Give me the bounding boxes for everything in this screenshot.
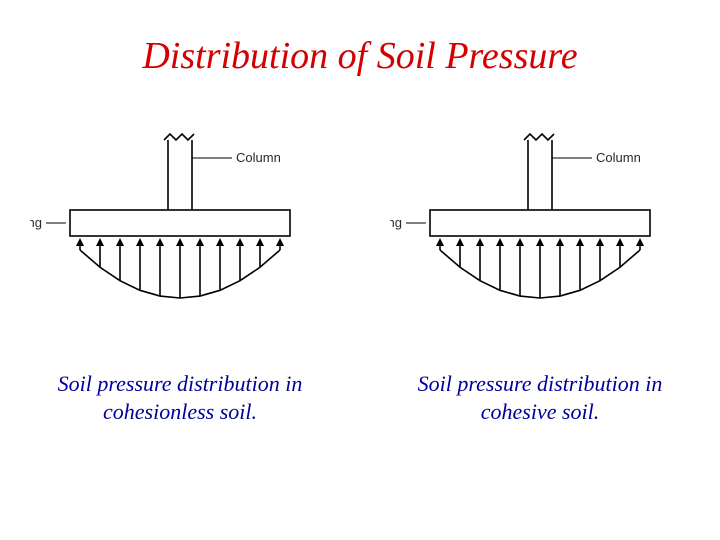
svg-text:Footing: Footing xyxy=(30,215,42,230)
svg-text:Column: Column xyxy=(236,150,281,165)
diagram-cohesive: Column Footing xyxy=(390,120,690,350)
diagram-cohesionless-svg: Column Footing xyxy=(30,120,330,350)
diagram-row: Column Footing Column Footing xyxy=(0,120,720,350)
caption-row: Soil pressure distribution in cohesionle… xyxy=(0,370,720,425)
diagram-cohesionless: Column Footing xyxy=(30,120,330,350)
caption-cohesive: Soil pressure distribution in cohesive s… xyxy=(390,370,690,425)
page-title: Distribution of Soil Pressure xyxy=(0,34,720,78)
svg-text:Footing: Footing xyxy=(390,215,402,230)
diagram-cohesive-svg: Column Footing xyxy=(390,120,690,350)
caption-cohesionless: Soil pressure distribution in cohesionle… xyxy=(30,370,330,425)
svg-text:Column: Column xyxy=(596,150,641,165)
